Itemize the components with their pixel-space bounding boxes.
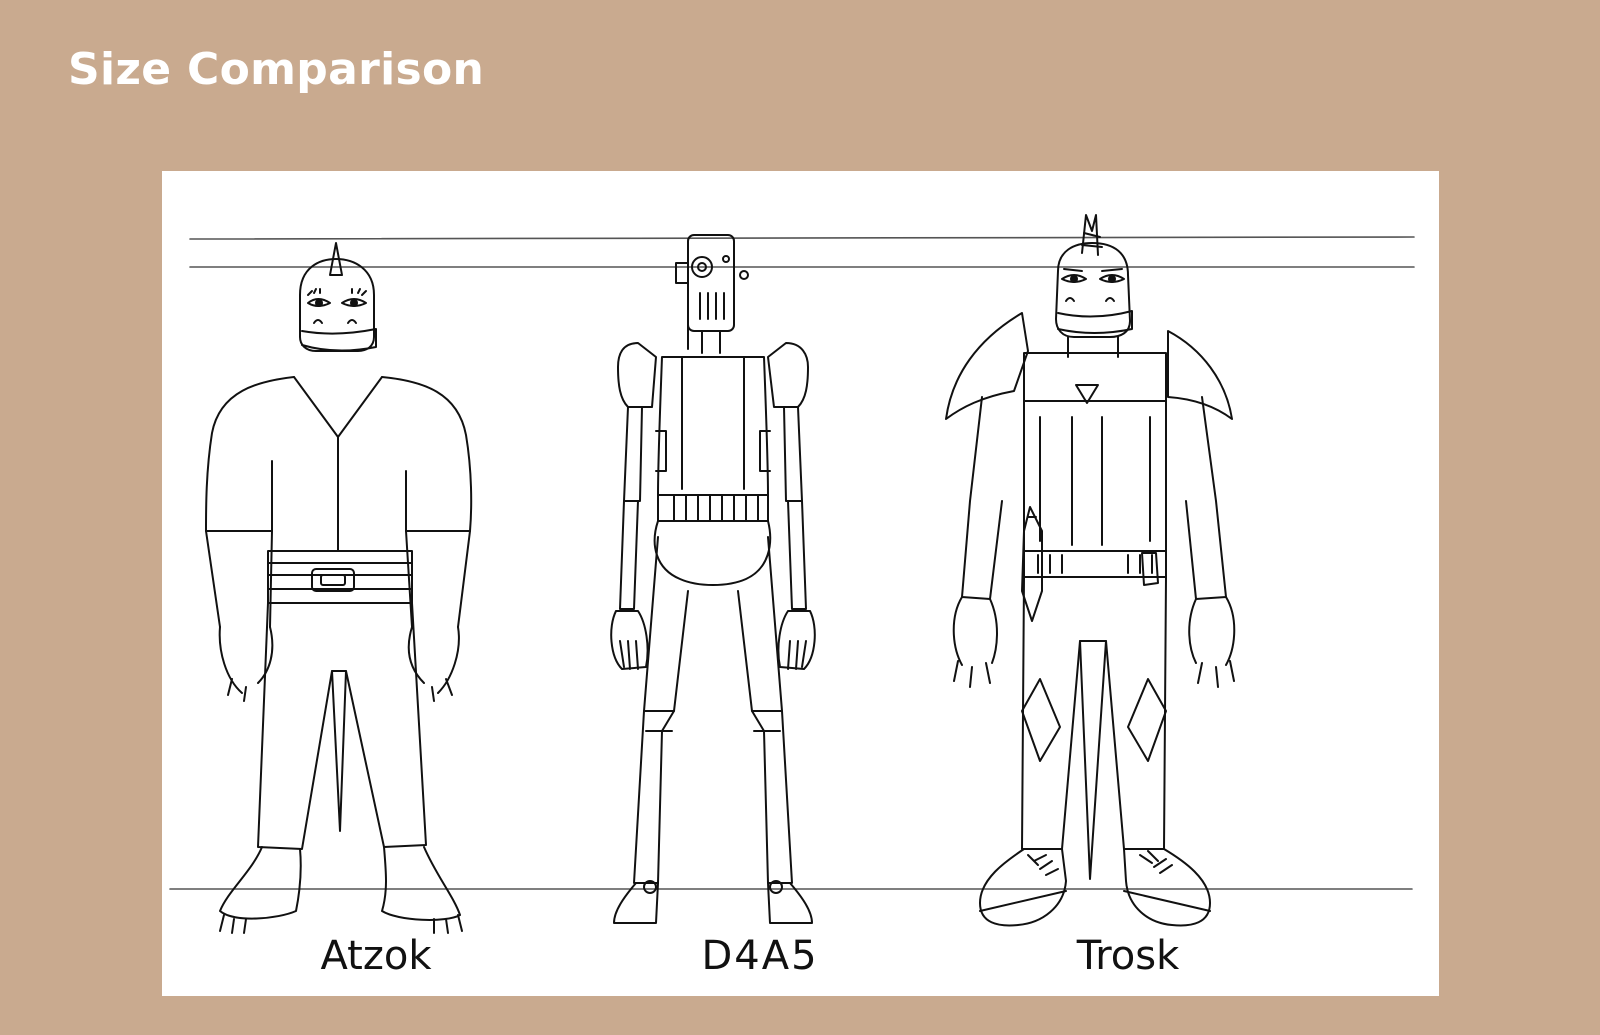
trosk-figure xyxy=(945,214,1236,927)
height-reference-lines xyxy=(169,236,1415,890)
character-name-d4a5: D4A5 xyxy=(701,933,819,979)
character-name-trosk: Trosk xyxy=(1076,933,1180,979)
page-title: Size Comparison xyxy=(68,44,485,95)
atzok-figure xyxy=(205,242,473,934)
character-name-atzok: Atzok xyxy=(320,933,432,979)
comparison-sheet: Atzok D4A5 Trosk xyxy=(162,171,1439,996)
d4a5-figure xyxy=(610,234,816,924)
top-height-line xyxy=(189,236,1415,240)
